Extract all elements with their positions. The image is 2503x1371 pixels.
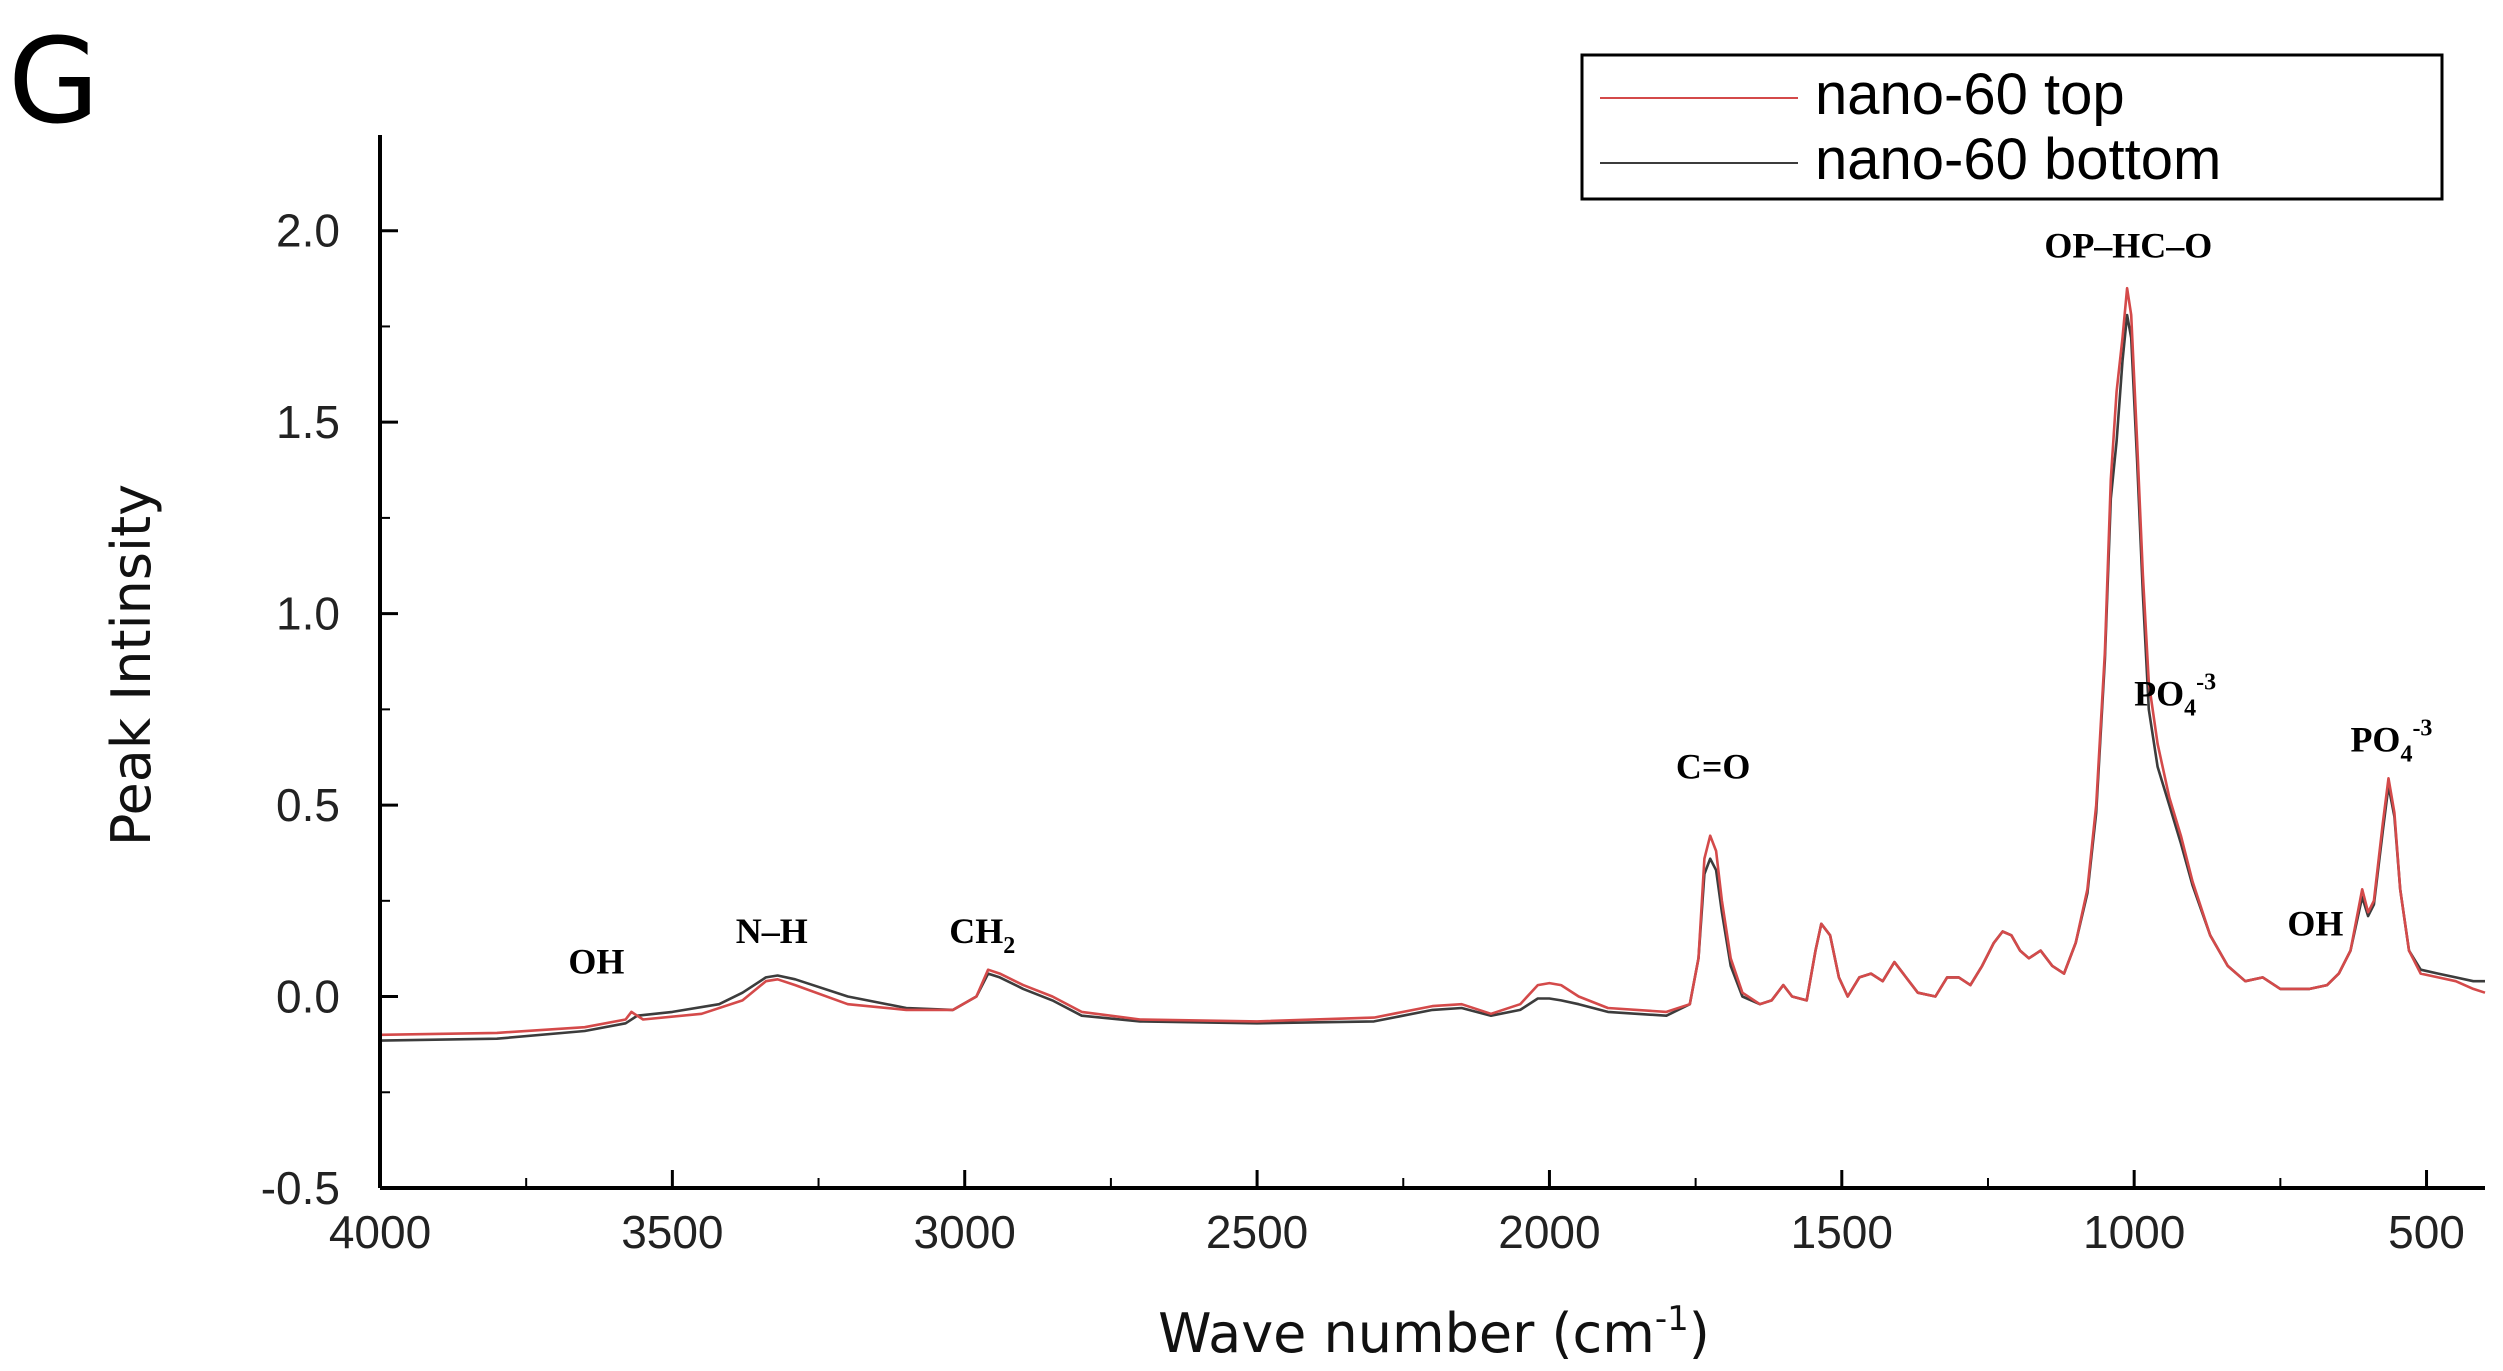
x-tick-label: 4000 [329,1206,431,1258]
y-axis-title: Peak Intinsity [100,484,163,846]
x-tick-label: 3500 [621,1206,723,1258]
peak-label-sub: 2 [1003,933,1015,959]
peak-label-text: N–H [736,911,808,951]
y-tick-label: 0.5 [276,779,340,831]
peak-label-text: OH [2287,903,2343,943]
x-tick-label: 1000 [2083,1206,2185,1258]
x-tick-label: 2000 [1498,1206,1600,1258]
x-tick-label: 2500 [1206,1206,1308,1258]
peak-label-text: PO [2134,674,2184,714]
peak-label: CH2 [949,911,1015,959]
y-tick-label: 1.0 [276,588,340,640]
peak-label-sub: 4 [2184,696,2196,722]
y-tick-label: 1.5 [276,396,340,448]
peak-label-sup: -3 [2412,715,2432,741]
x-axis-title-sup: -1 [1655,1299,1689,1339]
peak-label-text: OP–HC–O [2044,226,2212,266]
x-axis-title: Wave number (cm-1) [1158,1299,1710,1365]
series-line-nano-60-top [379,286,2486,1037]
peak-label: OH [568,942,624,982]
peak-label-text: PO [2350,719,2400,759]
y-tick-label: 0.0 [276,971,340,1023]
legend-label-top: nano-60 top [1815,62,2125,127]
x-tick-label: 3000 [914,1206,1016,1258]
peak-label: OP–HC–O [2044,226,2212,266]
peak-label: N–H [736,911,808,951]
peak-label: PO4-3 [2350,715,2432,767]
y-tick-label: 2.0 [276,205,340,257]
x-axis-ticks: 4000 3500 3000 2500 2000 1500 1000 500 [329,1170,2465,1258]
x-tick-label: 1500 [1791,1206,1893,1258]
panel-label: G [8,12,99,150]
peak-label-sub: 4 [2400,741,2412,767]
legend-label-bottom: nano-60 bottom [1815,127,2221,192]
peak-label-sup: -3 [2196,670,2216,696]
legend-box [1580,53,2444,201]
x-axis-title-main: Wave number (cm [1158,1302,1655,1365]
peak-label-text: OH [568,942,624,982]
peak-label: PO4-3 [2134,670,2216,722]
peak-label: C=O [1676,746,1751,786]
plot-area [379,286,2486,1042]
peak-label-text: C=O [1676,746,1751,786]
y-axis-ticks: -0.5 0.0 0.5 1.0 1.5 2.0 [261,205,398,1214]
y-tick-label: -0.5 [261,1162,340,1214]
legend: nano-60 top nano-60 bottom [1580,53,2444,201]
x-tick-label: 500 [2388,1206,2465,1258]
peak-label-text: CH [949,911,1003,951]
peak-label: OH [2287,903,2343,943]
x-axis-title-close: ) [1689,1302,1710,1365]
